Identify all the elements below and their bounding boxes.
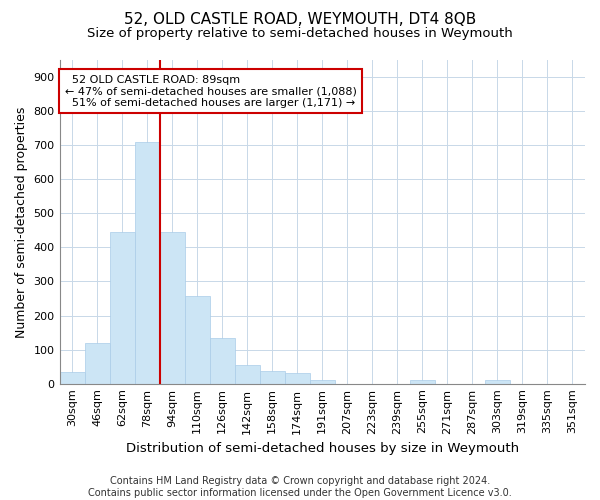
Bar <box>485 380 510 384</box>
Y-axis label: Number of semi-detached properties: Number of semi-detached properties <box>15 106 28 338</box>
Text: Contains HM Land Registry data © Crown copyright and database right 2024.
Contai: Contains HM Land Registry data © Crown c… <box>88 476 512 498</box>
Bar <box>110 232 134 384</box>
Bar <box>85 343 110 384</box>
Bar <box>235 365 260 384</box>
Bar <box>59 372 85 384</box>
Bar <box>160 232 185 384</box>
Bar <box>185 296 209 384</box>
Bar <box>134 142 160 384</box>
Text: 52 OLD CASTLE ROAD: 89sqm
← 47% of semi-detached houses are smaller (1,088)
  51: 52 OLD CASTLE ROAD: 89sqm ← 47% of semi-… <box>65 74 356 108</box>
Bar <box>310 380 335 384</box>
Bar <box>260 370 285 384</box>
Text: Size of property relative to semi-detached houses in Weymouth: Size of property relative to semi-detach… <box>87 28 513 40</box>
X-axis label: Distribution of semi-detached houses by size in Weymouth: Distribution of semi-detached houses by … <box>126 442 519 455</box>
Bar <box>285 373 310 384</box>
Bar <box>209 338 235 384</box>
Bar <box>410 380 435 384</box>
Text: 52, OLD CASTLE ROAD, WEYMOUTH, DT4 8QB: 52, OLD CASTLE ROAD, WEYMOUTH, DT4 8QB <box>124 12 476 28</box>
